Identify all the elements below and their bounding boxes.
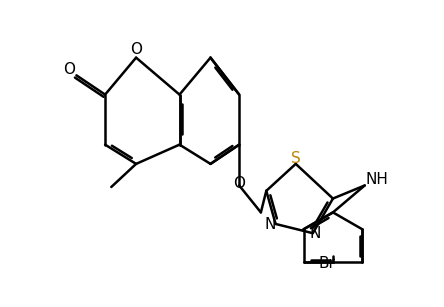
Text: Br: Br xyxy=(318,256,335,271)
Text: O: O xyxy=(233,177,245,191)
Text: NH: NH xyxy=(365,172,388,187)
Text: N: N xyxy=(309,227,321,242)
Text: O: O xyxy=(63,62,75,77)
Text: O: O xyxy=(130,42,142,57)
Text: S: S xyxy=(291,151,301,166)
Text: N: N xyxy=(265,217,276,232)
